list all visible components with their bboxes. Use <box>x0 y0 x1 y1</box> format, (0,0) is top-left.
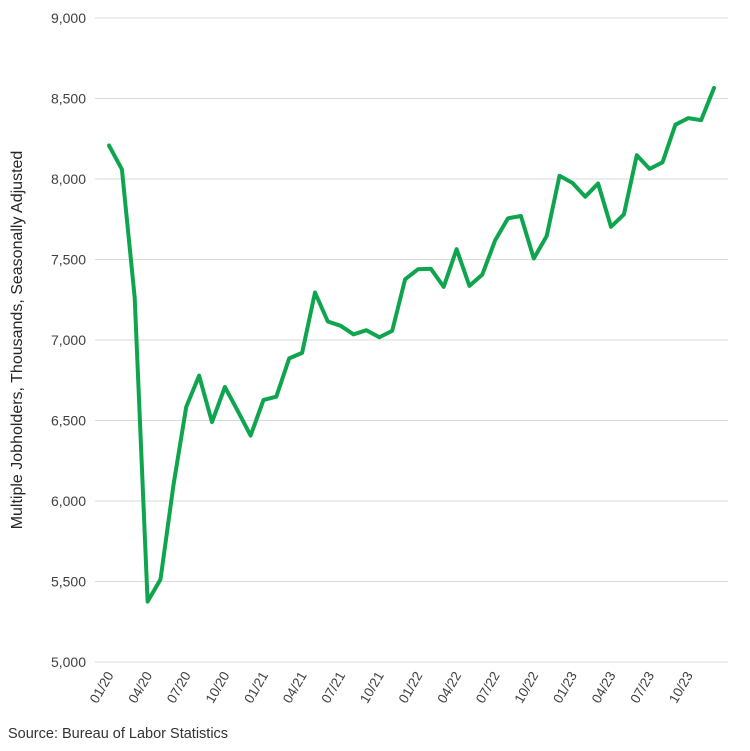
line-chart: 5,000 5,500 6,000 6,500 7,000 7,500 8,000 8,500… <box>9 10 728 706</box>
x-tick-label: 01/21 <box>241 669 271 706</box>
y-tick-label: 6,000 <box>51 493 86 509</box>
x-tick-label: 10/23 <box>666 669 696 706</box>
x-tick-label: 10/20 <box>203 669 233 706</box>
y-axis-title: Multiple Jobholders, Thousands, Seasonal… <box>9 151 26 530</box>
y-tick-label: 7,500 <box>51 252 86 268</box>
y-tick-label: 9,000 <box>51 10 86 26</box>
x-tick-label: 01/20 <box>87 669 117 706</box>
y-tick-label: 8,000 <box>51 171 86 187</box>
x-tick-label: 07/20 <box>164 669 194 706</box>
x-tick-label: 07/22 <box>473 669 503 706</box>
y-tick-label: 7,000 <box>51 332 86 348</box>
x-tick-label: 10/22 <box>512 669 542 706</box>
x-tick-label: 04/21 <box>280 669 310 706</box>
y-tick-label: 6,500 <box>51 413 86 429</box>
x-tick-label: 04/22 <box>434 669 464 706</box>
source-footer: Source: Bureau of Labor Statistics <box>0 719 750 751</box>
x-tick-label: 07/23 <box>627 669 657 706</box>
data-line-multiple-jobholders <box>107 86 716 604</box>
x-tick-label: 10/21 <box>357 669 387 706</box>
source-note: Source: Bureau of Labor Statistics <box>8 726 229 742</box>
y-tick-label: 8,500 <box>51 91 86 107</box>
x-tick-label: 01/22 <box>396 669 426 706</box>
x-tick-label: 01/23 <box>550 669 580 706</box>
y-tick-label: 5,000 <box>51 654 86 670</box>
y-tick-label: 5,500 <box>51 574 86 590</box>
x-tick-label: 04/23 <box>589 669 619 706</box>
x-tick-label: 04/20 <box>125 669 155 706</box>
x-tick-label: 07/21 <box>318 669 348 706</box>
